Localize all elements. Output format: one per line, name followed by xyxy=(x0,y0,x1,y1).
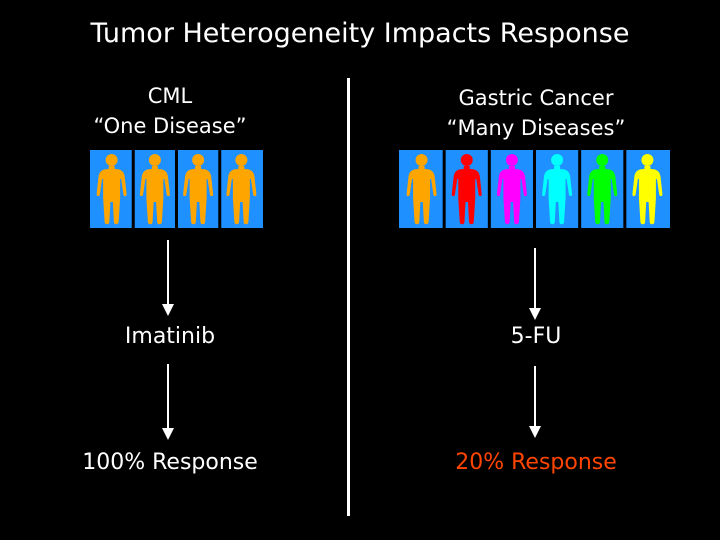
right-arrow-down-icon xyxy=(529,248,541,320)
right-heading-name: Gastric Cancer xyxy=(458,86,614,110)
right-heading-subtitle: “Many Diseases” xyxy=(446,116,626,140)
human-figure-icon xyxy=(587,154,618,225)
human-figure-icon xyxy=(451,154,482,225)
slide-title: Tumor Heterogeneity Impacts Response xyxy=(90,18,630,49)
right-response-label: 20% Response xyxy=(455,450,617,475)
column-divider xyxy=(347,78,350,516)
left-heading-name: CML xyxy=(147,84,193,108)
left-response-label: 100% Response xyxy=(82,450,258,475)
human-figure-icon xyxy=(632,154,663,225)
human-figure-icon xyxy=(406,154,437,225)
left-arrow-down-icon xyxy=(162,240,174,316)
human-figure-icon xyxy=(139,154,170,225)
left-drug-label: Imatinib xyxy=(124,324,216,349)
human-figure-icon xyxy=(496,154,527,225)
right-drug-label: 5-FU xyxy=(510,324,562,349)
left-heading-subtitle: “One Disease” xyxy=(93,114,247,138)
human-figure-icon xyxy=(542,154,573,225)
human-figure-icon xyxy=(183,154,214,225)
left-patient-figures xyxy=(90,150,263,228)
left-arrow-down-icon-2 xyxy=(162,364,174,440)
right-patient-figures xyxy=(399,150,670,228)
right-arrow-down-icon-2 xyxy=(529,366,541,438)
human-figure-icon xyxy=(226,154,257,225)
human-figure-icon xyxy=(96,154,127,225)
